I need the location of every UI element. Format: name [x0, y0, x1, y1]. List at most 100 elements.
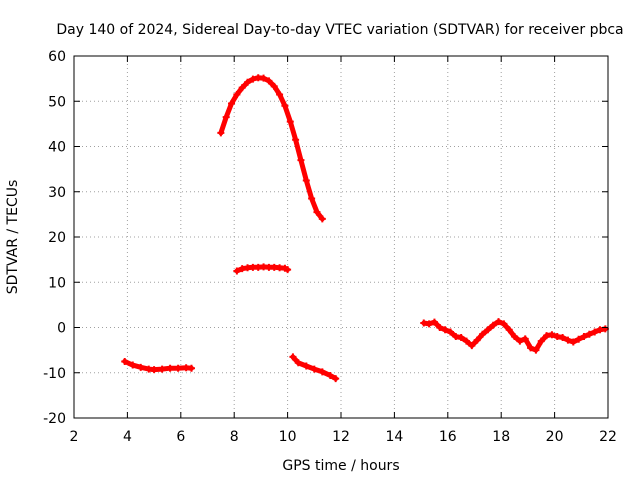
y-axis-label: SDTVAR / TECUs — [5, 180, 21, 295]
data-point — [289, 353, 297, 361]
y-tick-label: 50 — [48, 94, 66, 110]
data-point — [121, 357, 129, 365]
x-tick-label: 22 — [599, 429, 617, 445]
data-point — [484, 326, 492, 334]
grid — [74, 56, 608, 418]
x-tick-label: 6 — [176, 429, 185, 445]
data-point — [286, 118, 294, 126]
x-tick-label: 14 — [385, 429, 403, 445]
data-point — [284, 266, 292, 274]
data-point — [516, 337, 524, 345]
x-tick-label: 12 — [332, 429, 350, 445]
y-tick-label: 20 — [48, 230, 66, 246]
data-point — [548, 331, 556, 339]
data-point — [326, 371, 334, 379]
y-tick-label: 30 — [48, 185, 66, 201]
data-point — [281, 102, 289, 110]
data-point — [564, 336, 572, 344]
data-point — [308, 195, 316, 203]
y-tick-labels: -20 -10 0 10 20 30 40 50 60 — [43, 49, 66, 427]
x-tick-label: 10 — [279, 429, 297, 445]
data-point — [137, 363, 145, 371]
data-point — [249, 75, 257, 83]
data-point — [302, 362, 310, 370]
x-axis-label: GPS time / hours — [282, 458, 399, 474]
data-point — [166, 364, 174, 372]
data-point — [228, 100, 236, 108]
data-point — [294, 359, 302, 367]
data-point — [244, 78, 252, 86]
data-point — [511, 333, 519, 341]
data-point — [473, 336, 481, 344]
data-point — [430, 318, 438, 326]
data-point — [302, 176, 310, 184]
data-point — [318, 368, 326, 376]
data-point — [292, 136, 300, 144]
data-point — [233, 90, 241, 98]
series-pass-4 — [289, 353, 340, 383]
data-point — [233, 267, 241, 275]
data-point — [441, 326, 449, 334]
x-tick-labels: 2 4 6 8 10 12 14 16 18 20 22 — [70, 429, 617, 445]
x-tick-label: 20 — [546, 429, 564, 445]
data-point — [446, 328, 454, 336]
data-point — [129, 361, 137, 369]
data-point — [457, 333, 465, 341]
data-point — [462, 337, 470, 345]
data-point — [489, 321, 497, 329]
data-point — [174, 364, 182, 372]
data-point — [521, 335, 529, 343]
data-point — [436, 324, 444, 331]
data-point — [580, 333, 588, 341]
data-point — [187, 364, 195, 372]
data-point — [537, 337, 545, 345]
y-tick-label: 60 — [48, 49, 66, 65]
x-tick-label: 8 — [230, 429, 239, 445]
data-point — [468, 342, 476, 350]
x-tick-label: 18 — [492, 429, 510, 445]
y-tick-label: -10 — [43, 366, 66, 382]
data-point — [270, 82, 278, 90]
data-point — [569, 338, 577, 346]
data-point — [217, 129, 225, 137]
data-point — [318, 215, 326, 223]
data-point — [495, 318, 503, 326]
data-point — [585, 330, 593, 338]
data-point — [479, 330, 487, 338]
data-point — [505, 326, 513, 334]
data-point — [310, 365, 318, 373]
y-tick-label: 40 — [48, 140, 66, 156]
x-tick-label: 2 — [70, 429, 79, 445]
series-pass-5 — [420, 318, 609, 354]
data-point — [265, 77, 273, 85]
data-point — [158, 365, 166, 373]
data-point — [150, 366, 158, 374]
series-pass-1 — [121, 357, 195, 374]
y-tick-label: 0 — [57, 321, 66, 337]
data-point — [238, 84, 246, 92]
data-point — [222, 113, 230, 121]
x-tick-label: 16 — [439, 429, 457, 445]
y-tick-label: -20 — [43, 411, 66, 427]
data-point — [425, 320, 433, 328]
data-point — [591, 328, 599, 336]
series-trace — [218, 75, 325, 222]
data-point — [559, 333, 567, 341]
chart-title: Day 140 of 2024, Sidereal Day-to-day VTE… — [56, 22, 623, 38]
y-tick-label: 10 — [48, 275, 66, 291]
x-tick-label: 4 — [123, 429, 132, 445]
series-trace — [122, 358, 194, 373]
data-point — [260, 74, 268, 82]
data-point — [297, 156, 305, 164]
data-point — [313, 208, 321, 216]
data-point — [332, 375, 340, 383]
series-pass-3 — [233, 263, 292, 275]
data-point — [276, 90, 284, 98]
axis-ticks — [73, 55, 609, 419]
data-point — [527, 344, 535, 352]
series-layer — [121, 74, 609, 383]
data-point — [532, 346, 540, 354]
data-point — [500, 320, 508, 328]
series-pass-2 — [217, 74, 326, 223]
